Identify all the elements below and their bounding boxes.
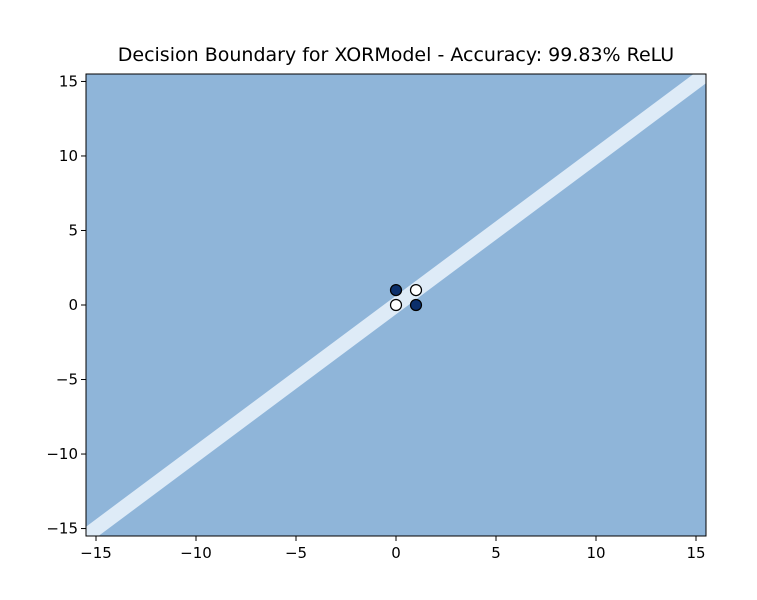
data-point-class-1 — [389, 283, 403, 297]
y-tick-label: −5 — [56, 371, 78, 389]
y-tick-label: 0 — [68, 296, 78, 314]
x-tick-label: 5 — [491, 544, 501, 562]
data-point-class-0 — [389, 298, 403, 312]
y-tick-label: 10 — [59, 147, 78, 165]
y-tick-label: 15 — [59, 72, 78, 90]
y-tick-label: 5 — [68, 221, 78, 239]
chart-title: Decision Boundary for XORModel - Accurac… — [117, 44, 675, 66]
y-tick-label: −15 — [46, 520, 78, 538]
x-tick-label: 0 — [391, 544, 401, 562]
data-point-class-1 — [409, 298, 423, 312]
x-tick-label: 10 — [586, 544, 605, 562]
x-tick-label: −5 — [285, 544, 307, 562]
x-tick-label: 15 — [686, 544, 705, 562]
data-point-class-0 — [409, 283, 423, 297]
x-tick-label: −15 — [80, 544, 112, 562]
x-tick-label: −10 — [180, 544, 212, 562]
y-tick-label: −10 — [46, 445, 78, 463]
